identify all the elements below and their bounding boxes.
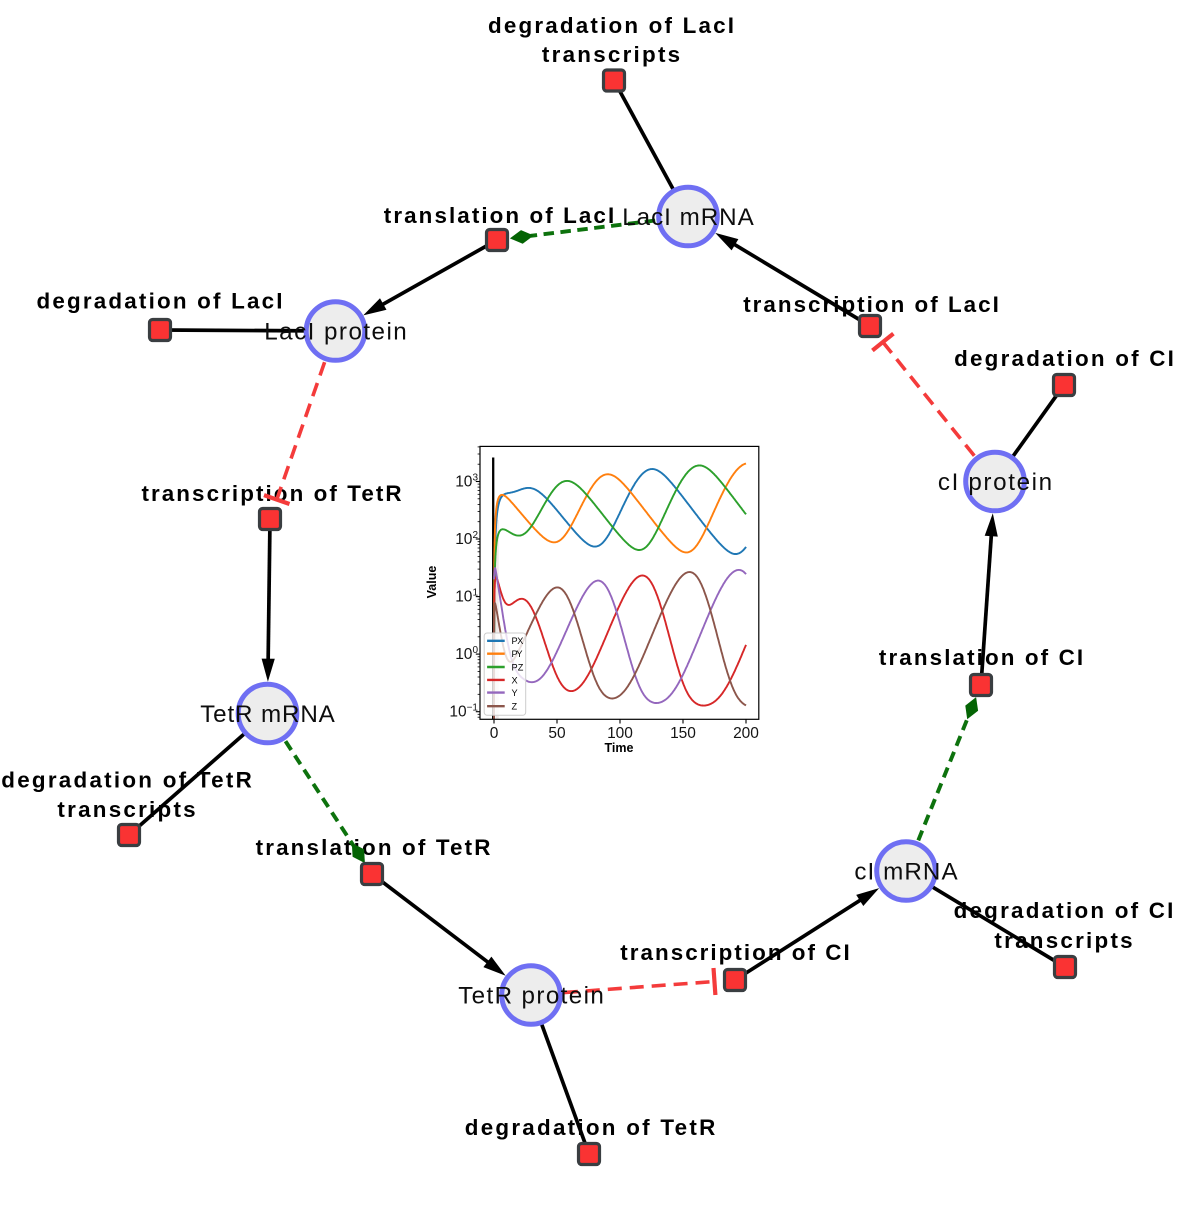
svg-text:TetR protein: TetR protein	[458, 983, 604, 1010]
svg-text:degradation of CI: degradation of CI	[954, 898, 1174, 923]
svg-text:transcripts: transcripts	[994, 928, 1132, 953]
svg-text:PX: PX	[512, 636, 524, 646]
svg-text:Z: Z	[512, 702, 518, 712]
svg-text:cI protein: cI protein	[938, 469, 1052, 496]
svg-text:transcription of CI: transcription of CI	[620, 940, 849, 965]
svg-text:100: 100	[607, 725, 633, 742]
svg-text:Time: Time	[605, 741, 634, 755]
svg-text:transcription of LacI: transcription of LacI	[743, 292, 999, 317]
svg-text:transcripts: transcripts	[57, 797, 195, 822]
svg-text:LacI mRNA: LacI mRNA	[622, 204, 754, 231]
svg-text:degradation of CI: degradation of CI	[954, 346, 1174, 371]
svg-text:Value: Value	[425, 566, 439, 599]
svg-text:degradation of LacI: degradation of LacI	[488, 13, 734, 38]
svg-text:cI mRNA: cI mRNA	[854, 859, 958, 886]
svg-text:200: 200	[733, 725, 759, 742]
svg-text:degradation of LacI: degradation of LacI	[37, 289, 283, 314]
svg-text:PZ: PZ	[512, 662, 524, 672]
svg-text:degradation of TetR: degradation of TetR	[465, 1115, 716, 1140]
svg-text:transcripts: transcripts	[542, 42, 680, 67]
svg-text:translation of LacI: translation of LacI	[384, 203, 614, 228]
svg-text:150: 150	[670, 725, 696, 742]
svg-text:transcription of TetR: transcription of TetR	[141, 481, 401, 506]
svg-text:translation of TetR: translation of TetR	[256, 835, 491, 860]
svg-text:0: 0	[490, 725, 499, 742]
svg-text:LacI protein: LacI protein	[264, 319, 407, 346]
svg-text:TetR mRNA: TetR mRNA	[200, 701, 335, 728]
svg-text:degradation of TetR: degradation of TetR	[1, 768, 252, 793]
svg-text:PY: PY	[512, 649, 523, 659]
svg-text:X: X	[512, 675, 518, 685]
svg-text:Y: Y	[512, 688, 518, 698]
svg-text:50: 50	[548, 725, 566, 742]
